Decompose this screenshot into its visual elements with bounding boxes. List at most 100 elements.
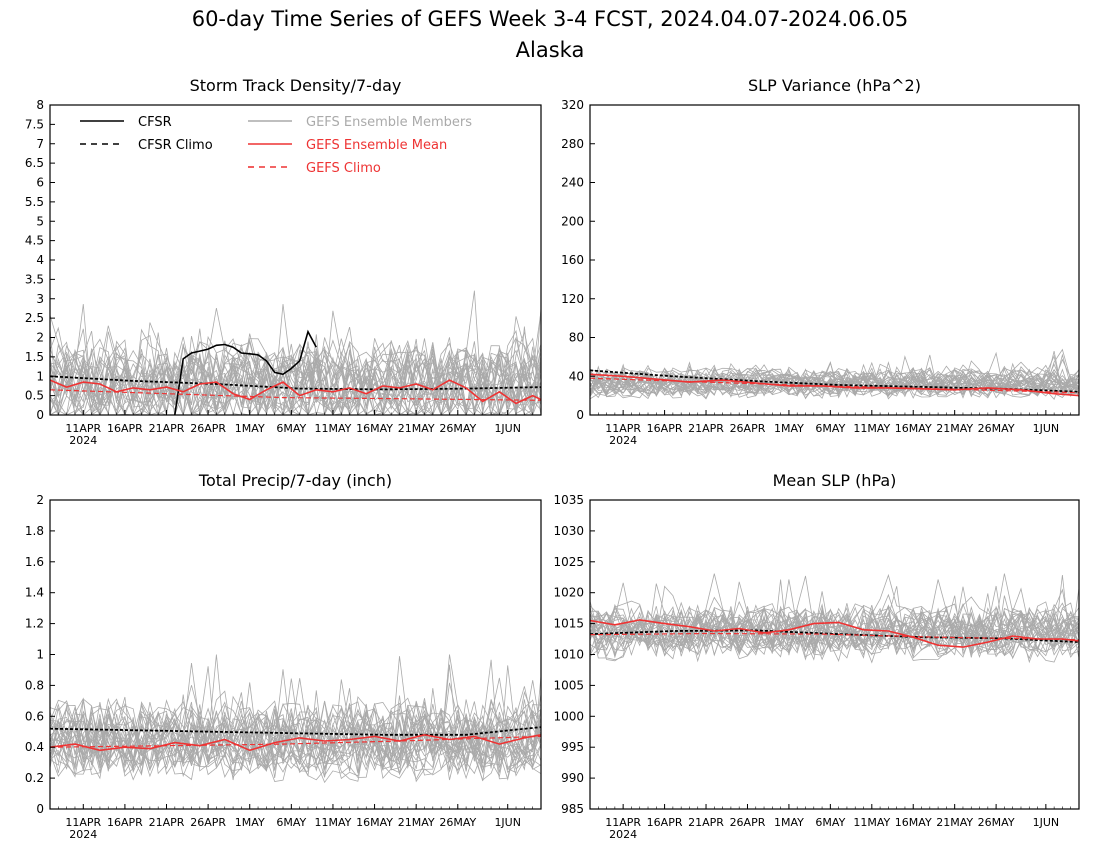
y-tick-label: 7.5 [25,117,44,131]
legend-label-members: GEFS Ensemble Members [306,115,472,130]
x-tick-label: 21MAY [936,816,973,829]
x-tick-label: 26APR [730,816,766,829]
plot-area [50,290,541,415]
x-tick-label: 26MAY [978,816,1015,829]
y-tick-label: 1035 [553,493,584,507]
y-tick-label: 990 [561,771,584,785]
x-tick-label: 16MAY [895,422,932,435]
y-tick-label: 200 [561,214,584,228]
y-tick-label: 1010 [553,648,584,662]
panel-precip: Total Precip/7-day (inch)00.20.40.60.811… [25,471,542,841]
ensemble-member-line [590,607,1079,659]
y-tick-label: 6.5 [25,156,44,170]
x-tick-label: 16MAY [356,422,393,435]
x-tick-label: 11MAY [853,816,890,829]
y-tick-label: 1015 [553,617,584,631]
y-tick-label: 240 [561,176,584,190]
x-tick-label: 21APR [688,422,724,435]
chart-panels: Storm Track Density/7-day 0 0.5 1 1.5 2 2.5 3 3.… [25,76,1080,841]
y-tick-label: 0 [36,408,44,422]
x-tick-label: 26MAY [439,422,476,435]
series-ens-mean-line [50,733,541,752]
x-tick-label: 16APR [647,816,683,829]
ensemble-member-line [50,707,541,776]
y-tick-label: 120 [561,292,584,306]
ensemble-members [590,348,1079,400]
legend-label-cfsr-climo: CFSR Climo [138,138,213,153]
ensemble-member-line [50,352,541,415]
y-tick-label: 1 [36,648,44,662]
plot-area [50,654,541,784]
panel-storm: Storm Track Density/7-day 0 0.5 1 1.5 2 2.5 3 3.… [25,76,542,447]
x-tick-label: 21MAY [936,422,973,435]
ensemble-member-line [50,702,541,766]
y-tick-label: 4 [36,253,44,267]
legend-label-gefs-climo: GEFS Climo [306,161,381,176]
x-tick-label: 26APR [190,816,226,829]
series-ens-mean-line [50,379,541,405]
y-tick-label: 1025 [553,555,584,569]
x-tick-label: 1JUN [494,816,521,829]
ensemble-member-line [50,698,541,761]
ensemble-member-line [50,679,541,780]
x-tick-label: 26APR [190,422,226,435]
y-tick-label: 5 [36,214,44,228]
x-tick-label: 6MAY [276,422,306,435]
y-tick-label: 2 [36,493,44,507]
y-tick-label: 320 [561,98,584,112]
ensemble-member-line [590,575,1079,651]
x-tick-label: 21APR [688,816,724,829]
ensemble-member-line [590,372,1079,398]
panel-slpvar: SLP Variance (hPa^2) 0 40 80 120 160 200 240 280… [561,76,1080,447]
x-tick-label: 21MAY [398,422,435,435]
x-tick-label: 1JUN [1033,816,1060,829]
x-tick-label: 6MAY [815,816,845,829]
ensemble-member-line [590,604,1079,646]
y-tick-label: 2.5 [25,311,44,325]
y-tick-label: 0.5 [25,389,44,403]
x-tick-label: 16MAY [356,816,393,829]
x-tick-label: 1MAY [774,422,804,435]
ensemble-members [590,573,1079,664]
x-tick-label: 21APR [149,816,185,829]
y-tick-label: 1030 [553,524,584,538]
x-year-label: 2024 [609,434,637,447]
ensemble-member-line [50,290,541,415]
y-tick-label: 0.4 [25,740,44,754]
panel-title: Storm Track Density/7-day [190,76,402,95]
x-tick-label: 16APR [107,422,143,435]
series-gefs-climo-line [50,389,541,401]
ensemble-member-line [50,690,541,774]
y-tick-label: 0 [36,802,44,816]
x-year-label: 2024 [69,828,97,841]
x-tick-label: 1JUN [1033,422,1060,435]
x-tick-label: 21APR [149,422,185,435]
y-tick-label: 280 [561,137,584,151]
ensemble-member-line [590,362,1079,397]
x-tick-label: 21MAY [398,816,435,829]
series-cfsr-climo-line [590,629,1079,643]
series-cfsr-line [174,329,318,415]
ensemble-member-line [50,304,541,404]
x-tick-label: 1MAY [774,816,804,829]
series-gefs-climo-line [590,377,1079,394]
ensemble-member-line [50,328,541,415]
x-tick-label: 1MAY [235,422,265,435]
y-tick-label: 1.8 [25,524,44,538]
y-tick-label: 0.6 [25,709,44,723]
y-tick-label: 3.5 [25,272,44,286]
y-tick-label: 7 [36,137,44,151]
y-tick-label: 1.6 [25,555,44,569]
x-tick-label: 11APR [65,816,101,829]
series-gefs-climo-line [50,735,541,748]
series-ens-mean-line [590,619,1079,648]
y-tick-label: 4.5 [25,234,44,248]
ensemble-member-line [590,364,1079,392]
ensemble-member-line [50,675,541,777]
ensemble-member-line [50,354,541,415]
y-tick-label: 0 [576,408,584,422]
ensemble-members [50,290,541,415]
y-tick-label: 1.4 [25,586,44,600]
legend: CFSR CFSR Climo GEFS Ensemble Members GEFS … [80,115,472,176]
